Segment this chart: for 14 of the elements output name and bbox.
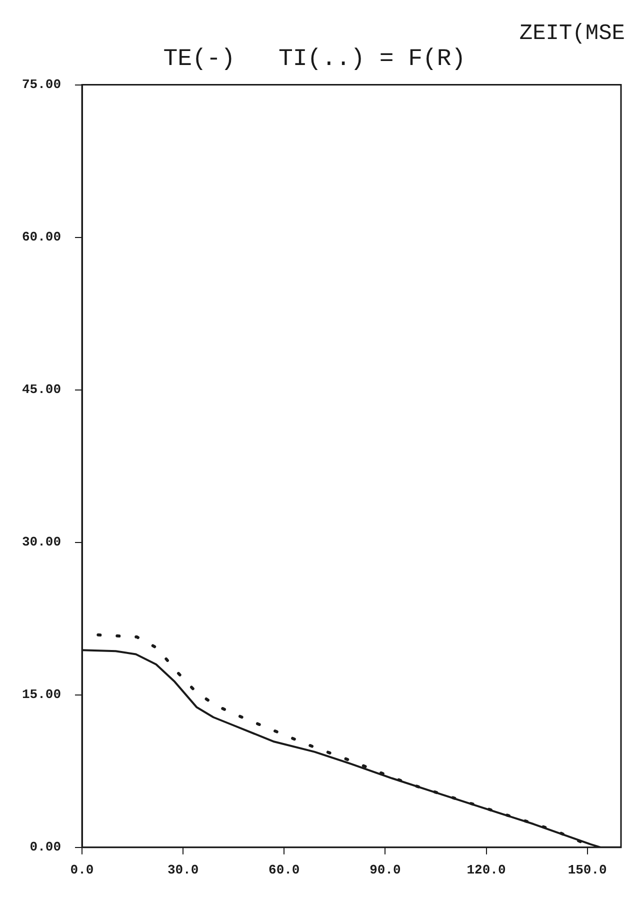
chart-title: TE(-) TI(..) = F(R) (163, 46, 466, 73)
y-tick-label: 15.00 (22, 687, 62, 702)
x-tick-label: 0.0 (70, 862, 94, 878)
y-tick-label: 30.00 (22, 534, 62, 550)
x-tick-label: 60.0 (268, 862, 300, 878)
x-tick-label: 90.0 (370, 862, 401, 878)
y-tick-label: 45.00 (22, 382, 62, 398)
y-tick-label: 60.00 (22, 230, 62, 245)
y-tick-label: 75.00 (22, 77, 62, 92)
x-tick-label: 150.0 (568, 862, 608, 878)
x-tick-label: 120.0 (466, 862, 506, 878)
y-tick-label: 0.00 (30, 840, 62, 855)
x-tick-label: 30.0 (167, 862, 199, 878)
text: ZEIT(MSE (519, 20, 625, 46)
